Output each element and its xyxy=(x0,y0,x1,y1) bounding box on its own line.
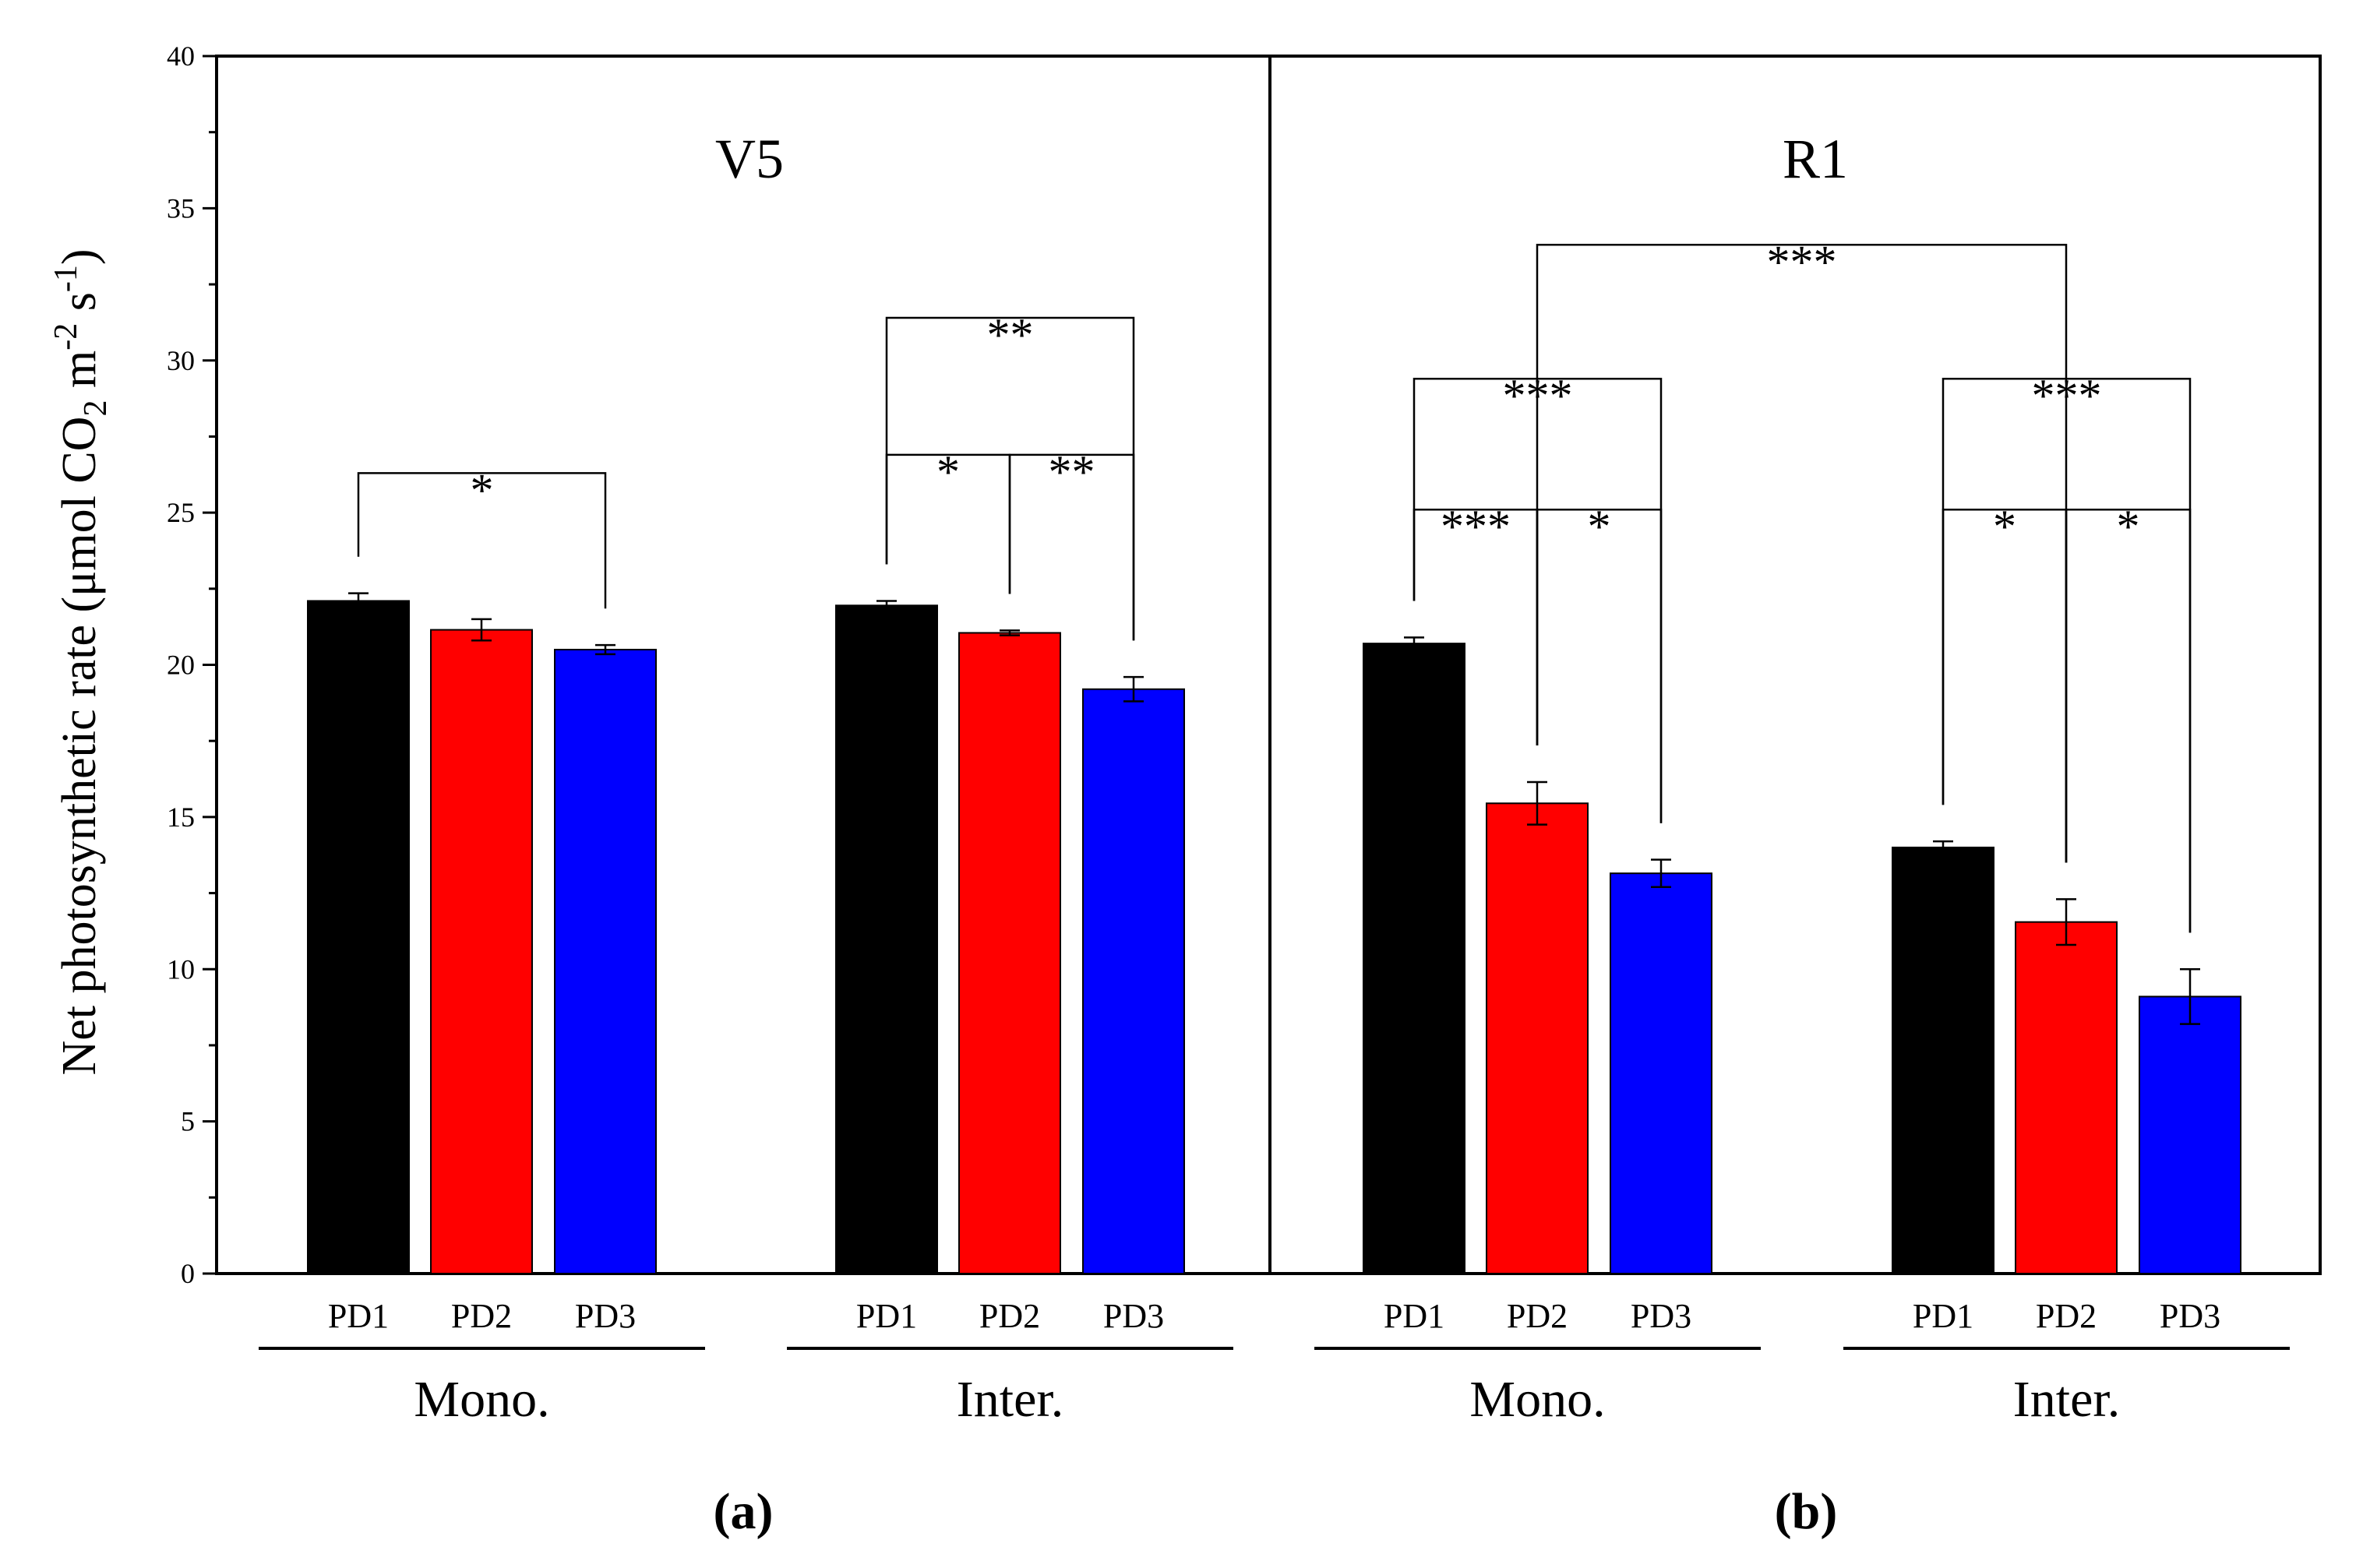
panel-label: (a) xyxy=(714,1483,774,1540)
y-tick-label: 10 xyxy=(167,953,195,985)
bar-V5-inter-pd2 xyxy=(958,632,1061,1274)
significance-bracket xyxy=(357,472,607,609)
significance-label: * xyxy=(471,464,494,516)
x-tick-label: PD2 xyxy=(451,1297,512,1335)
group-label: Inter. xyxy=(957,1371,1063,1428)
group-label: Mono. xyxy=(414,1371,549,1428)
x-tick-label: PD3 xyxy=(575,1297,636,1335)
y-tick-label: 30 xyxy=(167,345,195,376)
bar-R1-mono-pd2 xyxy=(1486,802,1589,1274)
x-tick-label: PD1 xyxy=(1384,1297,1444,1335)
significance-label: * xyxy=(1588,501,1611,552)
x-tick-label: PD3 xyxy=(1103,1297,1164,1335)
x-tick-label: PD1 xyxy=(328,1297,389,1335)
x-tick-label: PD3 xyxy=(1631,1297,1691,1335)
significance-bracket xyxy=(1942,508,2068,863)
x-tick-label: PD2 xyxy=(2036,1297,2097,1335)
y-tick-label: 35 xyxy=(167,192,195,224)
y-tick-label: 25 xyxy=(167,497,195,528)
y-tick-label: 5 xyxy=(181,1106,195,1137)
bar-V5-mono-pd2 xyxy=(430,629,533,1274)
significance-label: * xyxy=(1993,501,2016,552)
significance-bracket xyxy=(1008,453,1135,641)
bar-V5-mono-pd3 xyxy=(554,648,657,1274)
bar-R1-inter-pd2 xyxy=(2015,921,2118,1274)
group-label: Inter. xyxy=(2013,1371,2120,1428)
stage-label: R1 xyxy=(1783,128,1848,190)
bar-V5-inter-pd1 xyxy=(835,604,938,1274)
bar-R1-mono-pd3 xyxy=(1610,872,1712,1274)
significance-label: *** xyxy=(1441,501,1511,552)
y-tick-label: 20 xyxy=(167,650,195,681)
significance-label: * xyxy=(936,446,960,498)
bar-R1-mono-pd1 xyxy=(1363,643,1465,1274)
bar-R1-inter-pd3 xyxy=(2139,995,2241,1274)
y-tick-label: 0 xyxy=(181,1258,195,1289)
panel-label: (b) xyxy=(1775,1483,1838,1540)
bar-R1-inter-pd1 xyxy=(1892,846,1994,1274)
significance-label: *** xyxy=(1503,370,1573,421)
y-tick-label: 40 xyxy=(167,41,195,72)
significance-label: ** xyxy=(987,309,1034,361)
significance-bracket xyxy=(2065,508,2192,933)
x-tick-label: PD2 xyxy=(979,1297,1040,1335)
y-axis-title: Net photosynthetic rate (μmol CO2 m-2 s-… xyxy=(48,249,114,1076)
stage-label: V5 xyxy=(715,128,784,190)
significance-label: ** xyxy=(1049,446,1095,498)
x-tick-label: PD1 xyxy=(856,1297,917,1335)
significance-bracket xyxy=(1536,244,2068,863)
significance-label: * xyxy=(2117,501,2140,552)
significance-label: *** xyxy=(2032,370,2102,421)
y-tick-label: 15 xyxy=(167,802,195,833)
bar-V5-inter-pd3 xyxy=(1082,688,1185,1274)
significance-bracket xyxy=(1536,508,1663,823)
x-tick-label: PD3 xyxy=(2160,1297,2220,1335)
x-tick-label: PD1 xyxy=(1913,1297,1973,1335)
group-label: Mono. xyxy=(1469,1371,1605,1428)
significance-label: *** xyxy=(1767,236,1837,287)
bar-V5-mono-pd1 xyxy=(307,600,410,1274)
x-tick-label: PD2 xyxy=(1507,1297,1568,1335)
